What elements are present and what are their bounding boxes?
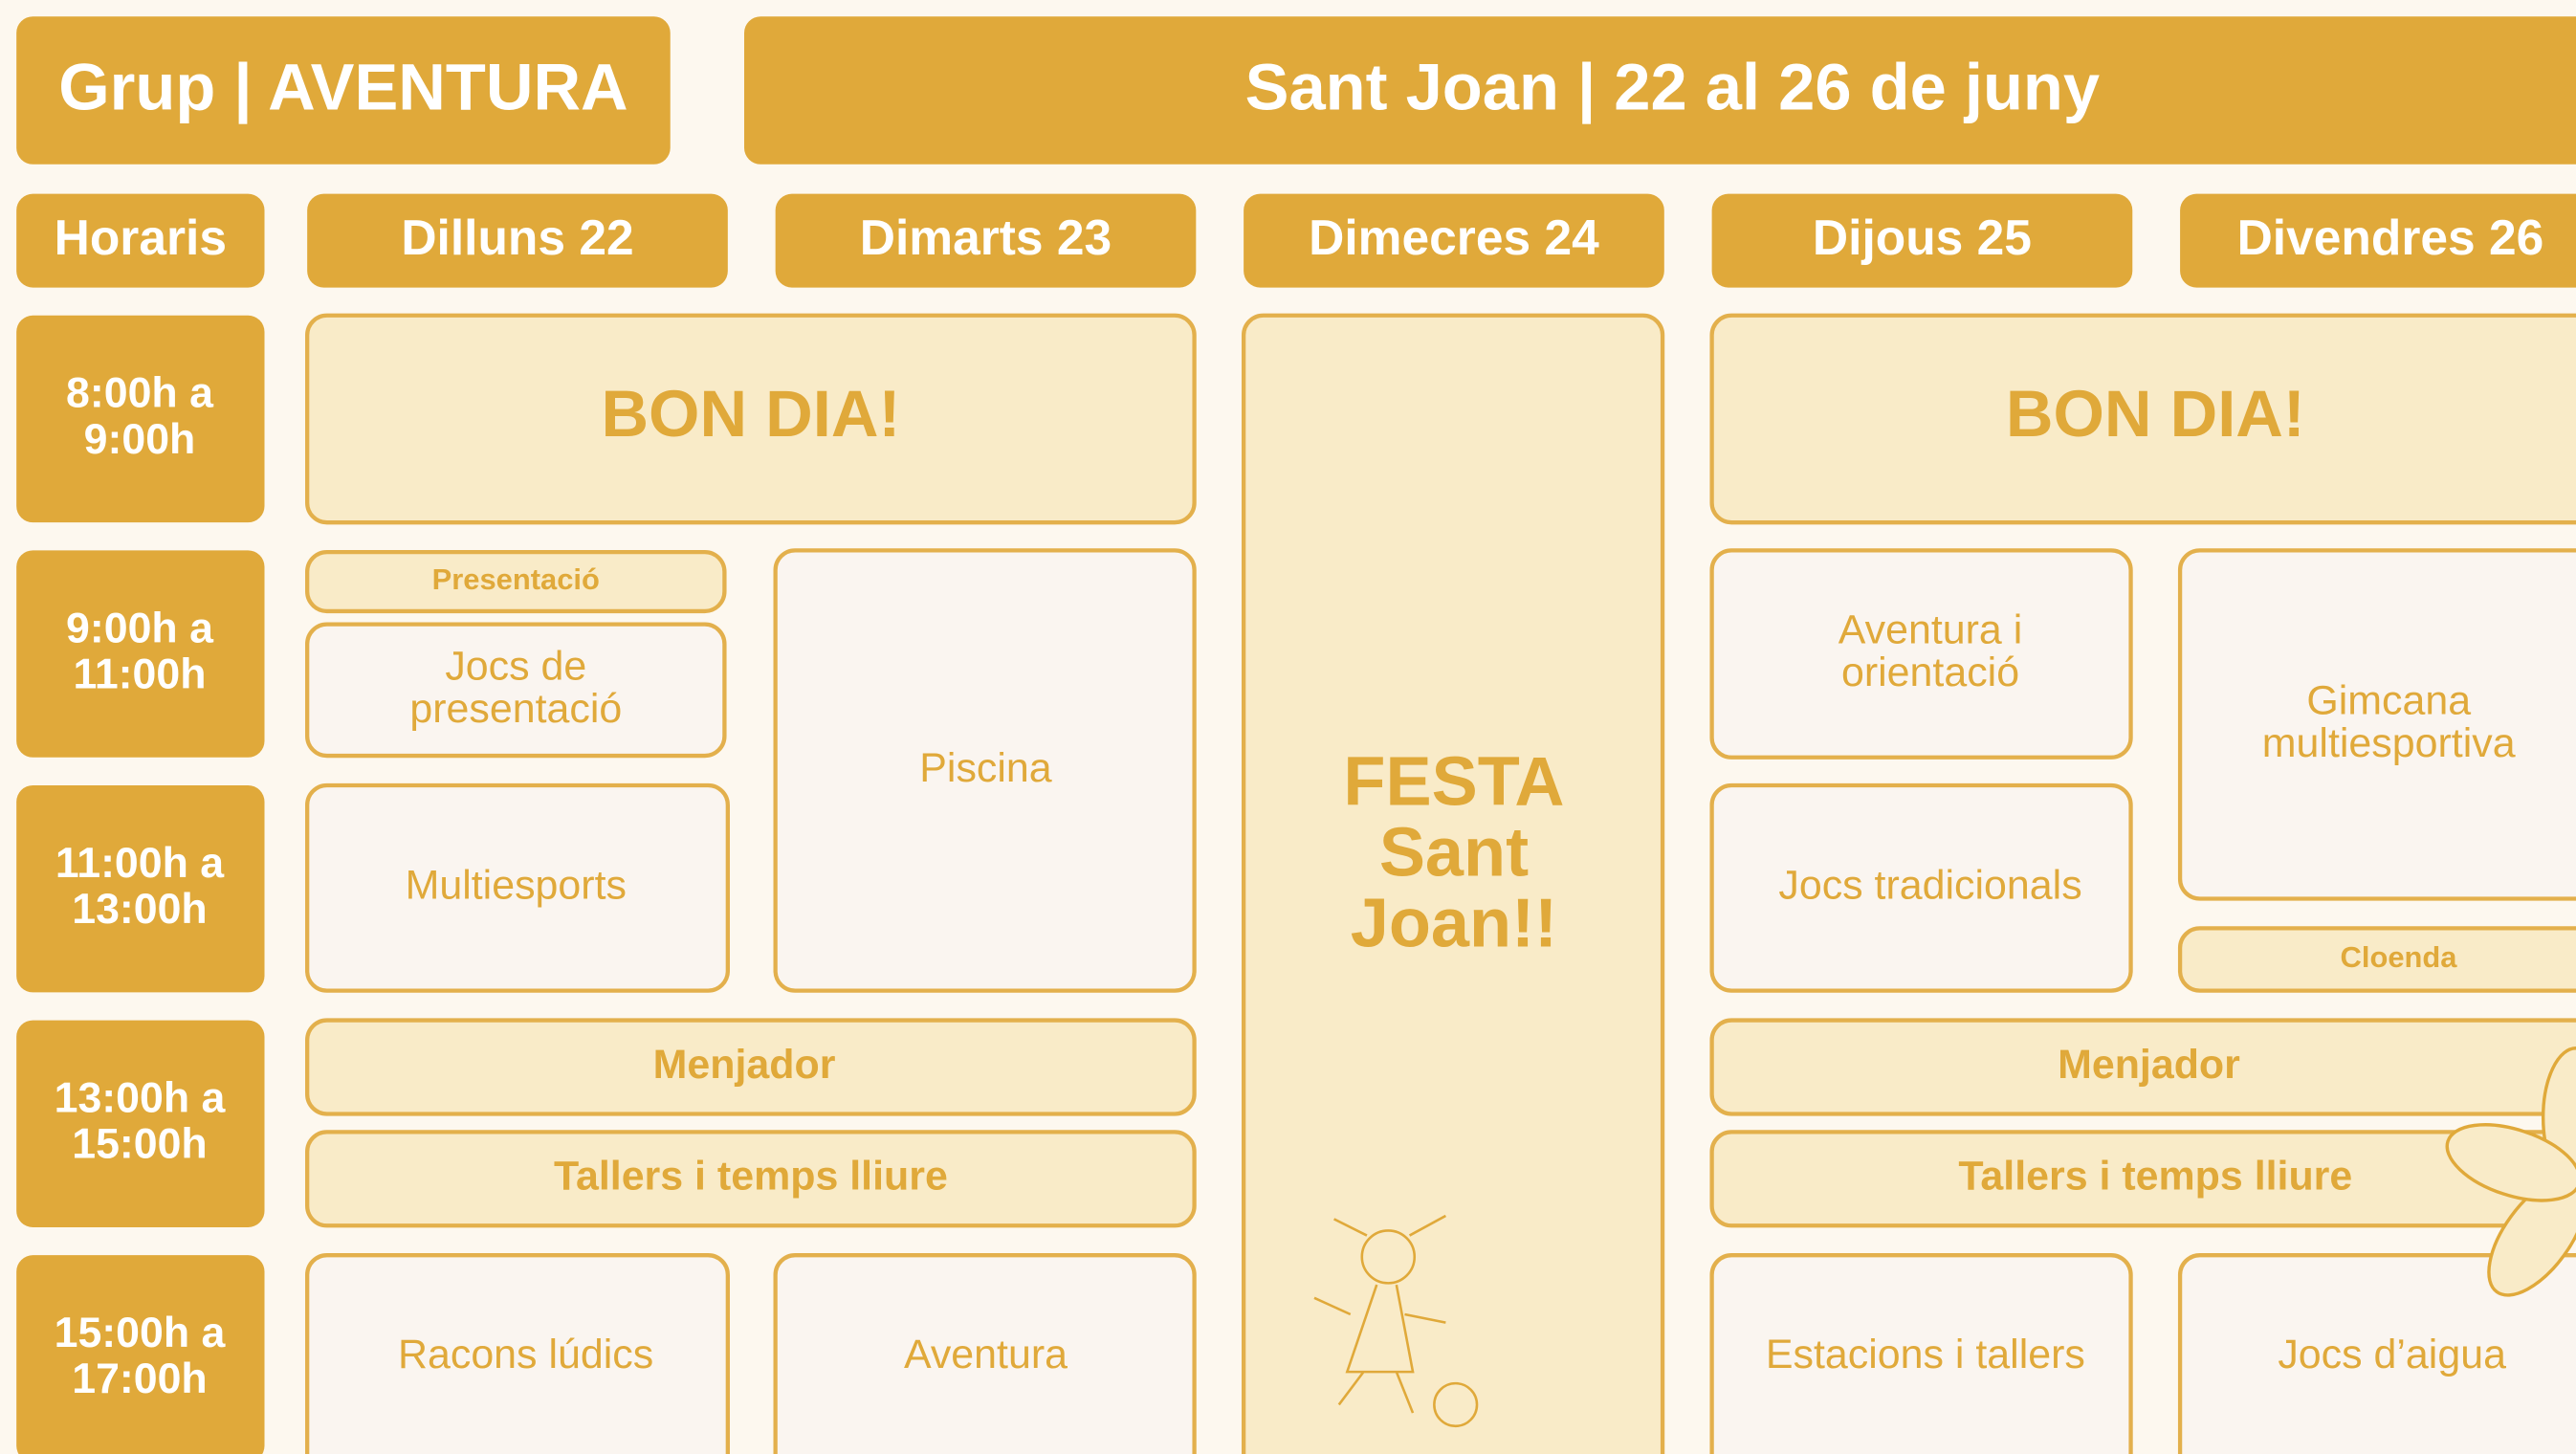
activity-label: Jocs d’aigua (2278, 1332, 2506, 1377)
activity-box (305, 782, 730, 993)
activity-label: Multiesports (406, 863, 627, 909)
activity-label: orientació (1841, 650, 2019, 695)
column-header: Horaris (55, 209, 227, 265)
activity-box (1241, 313, 1665, 1454)
activity-label: Jocs tradicionals (1778, 863, 2081, 909)
flower-decoration (2445, 1046, 2576, 1297)
activity-label: BON DIA! (601, 377, 900, 451)
activity-box (1709, 1253, 2133, 1454)
week-box (744, 16, 2576, 165)
activity-box (1709, 782, 2133, 993)
time-label: 11:00h a (55, 840, 225, 887)
column-header-box (16, 193, 265, 288)
column-header-box (1244, 193, 1664, 288)
column-header: Dijous 25 (1813, 209, 2032, 265)
activity-label: Presentació (432, 562, 600, 596)
activity-label: Gimcana (2306, 677, 2471, 723)
time-box (16, 1255, 265, 1454)
ball (1433, 1381, 1479, 1428)
group-box (16, 16, 671, 165)
column-header-box (307, 193, 728, 288)
activity-label: Jocs de (445, 643, 586, 689)
group-title: Grup | AVENTURA (58, 50, 627, 124)
time-label: 8:00h a (66, 370, 214, 417)
activity-box (305, 1018, 1197, 1116)
time-label: 13:00h (72, 886, 207, 933)
activity-label: Sant (1379, 815, 1529, 892)
activity-label: Tallers i temps lliure (1958, 1154, 2352, 1200)
column-header-box (2180, 193, 2576, 288)
time-box (16, 550, 265, 758)
activity-box (305, 549, 727, 614)
flower-petal (2445, 1123, 2576, 1202)
activity-label: Aventura i (1838, 607, 2022, 653)
time-box (16, 784, 265, 993)
child-head (1360, 1229, 1417, 1285)
activity-box (305, 622, 727, 759)
activity-label: Estacions i tallers (1766, 1332, 2085, 1377)
activity-box (305, 313, 1197, 525)
column-header: Divendres 26 (2237, 209, 2544, 265)
activity-label: Piscina (919, 745, 1051, 791)
activity-box (773, 548, 1197, 993)
activity-box (1709, 548, 2133, 760)
activity-box (773, 1253, 1197, 1454)
activity-label: presentació (409, 686, 622, 732)
column-header-box (775, 193, 1197, 288)
time-label: 15:00h (72, 1121, 207, 1168)
activity-box (1709, 313, 2576, 525)
column-header: Dilluns 22 (401, 209, 633, 265)
time-label: 13:00h a (55, 1075, 227, 1122)
time-box (16, 1020, 265, 1227)
activity-label: Racons lúdics (398, 1332, 653, 1377)
time-label: 9:00h (84, 416, 196, 463)
time-box (16, 315, 265, 523)
activity-box (1709, 1130, 2576, 1228)
activity-label: Tallers i temps lliure (554, 1154, 948, 1200)
activity-label: Menjador (653, 1042, 836, 1088)
activity-label: BON DIA! (2006, 377, 2305, 451)
column-header-box (1711, 193, 2133, 288)
activity-box (2177, 1253, 2576, 1454)
child-body (1313, 1214, 1446, 1414)
activity-box (305, 1130, 1197, 1228)
activity-label: Cloenda (2341, 940, 2458, 974)
activity-label: Joan!! (1351, 885, 1557, 961)
week-title: Sant Joan | 22 al 26 de juny (1245, 50, 2100, 124)
activity-label: multiesportiva (2262, 720, 2516, 766)
activity-label: Menjador (2058, 1042, 2240, 1088)
time-label: 17:00h (72, 1355, 207, 1402)
activity-label: Aventura (904, 1332, 1068, 1377)
time-label: 11:00h (73, 650, 206, 697)
column-header: Dimecres 24 (1309, 209, 1599, 265)
activity-label: FESTA (1343, 744, 1564, 821)
time-label: 15:00h a (55, 1310, 227, 1356)
activity-box (305, 1253, 730, 1454)
activity-box (2177, 926, 2576, 993)
time-label: 9:00h a (66, 605, 214, 651)
flower-petal (2487, 1175, 2576, 1297)
column-header: Dimarts 23 (860, 209, 1112, 265)
child-drawing (1313, 1214, 1479, 1428)
activity-box (1709, 1018, 2576, 1116)
activity-box (2177, 548, 2576, 901)
